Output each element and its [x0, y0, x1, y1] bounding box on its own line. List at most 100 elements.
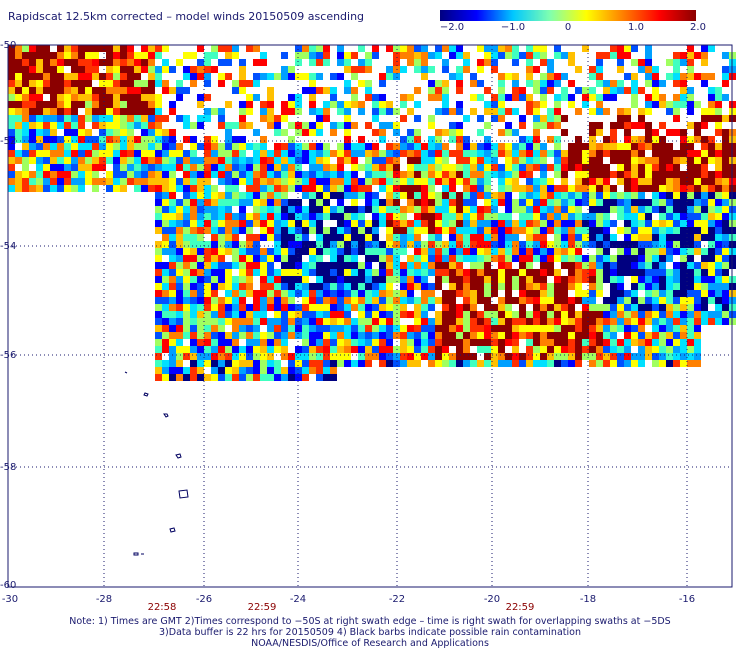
wind-cell	[176, 374, 183, 381]
wind-cell	[134, 136, 141, 143]
wind-cell	[631, 101, 638, 108]
wind-cell	[631, 332, 638, 339]
wind-cell	[477, 220, 484, 227]
wind-cell	[568, 318, 575, 325]
wind-cell	[638, 206, 645, 213]
wind-cell	[358, 283, 365, 290]
wind-cell	[533, 311, 540, 318]
wind-cell	[680, 290, 687, 297]
wind-cell	[498, 192, 505, 199]
wind-cell	[190, 332, 197, 339]
wind-cell	[491, 45, 498, 52]
wind-cell	[715, 108, 722, 115]
wind-cell	[505, 241, 512, 248]
wind-cell	[92, 59, 99, 66]
colorbar-label: −2.0	[439, 22, 465, 33]
wind-cell	[288, 290, 295, 297]
wind-cell	[85, 136, 92, 143]
wind-cell	[428, 325, 435, 332]
wind-cell	[57, 73, 64, 80]
wind-cell	[204, 255, 211, 262]
wind-cell	[176, 227, 183, 234]
wind-cell	[470, 220, 477, 227]
wind-cell	[225, 234, 232, 241]
wind-cell	[323, 227, 330, 234]
wind-cell	[568, 346, 575, 353]
wind-cell	[484, 157, 491, 164]
wind-cell	[519, 325, 526, 332]
wind-cell	[484, 150, 491, 157]
wind-cell	[491, 304, 498, 311]
wind-cell	[162, 262, 169, 269]
wind-cell	[253, 346, 260, 353]
wind-cell	[253, 311, 260, 318]
wind-cell	[540, 283, 547, 290]
wind-cell	[309, 171, 316, 178]
wind-cell	[624, 171, 631, 178]
wind-cell	[414, 283, 421, 290]
wind-cell	[253, 262, 260, 269]
wind-cell	[8, 171, 15, 178]
wind-cell	[204, 297, 211, 304]
wind-cell	[155, 290, 162, 297]
wind-cell	[603, 346, 610, 353]
wind-cell	[414, 234, 421, 241]
wind-cell	[589, 353, 596, 360]
wind-cell	[50, 178, 57, 185]
wind-cell	[302, 234, 309, 241]
wind-cell	[400, 346, 407, 353]
wind-cell	[463, 115, 470, 122]
wind-cell	[484, 255, 491, 262]
wind-cell	[372, 297, 379, 304]
wind-cell	[596, 241, 603, 248]
note-line: 3)Data buffer is 22 hrs for 20150509 4) …	[159, 627, 581, 638]
wind-cell	[36, 45, 43, 52]
wind-cell	[64, 129, 71, 136]
wind-cell	[358, 227, 365, 234]
wind-cell	[694, 297, 701, 304]
wind-cell	[197, 101, 204, 108]
wind-cell	[400, 178, 407, 185]
wind-cell	[610, 269, 617, 276]
wind-cell	[428, 339, 435, 346]
wind-cell	[239, 80, 246, 87]
wind-cell	[554, 199, 561, 206]
wind-cell	[519, 353, 526, 360]
wind-cell	[295, 227, 302, 234]
wind-cell	[645, 241, 652, 248]
wind-cell	[680, 220, 687, 227]
wind-cell	[176, 325, 183, 332]
wind-cell	[673, 66, 680, 73]
wind-cell	[288, 101, 295, 108]
wind-cell	[435, 192, 442, 199]
wind-cell	[484, 87, 491, 94]
wind-cell	[232, 318, 239, 325]
wind-cell	[183, 290, 190, 297]
wind-cell	[99, 108, 106, 115]
wind-cell	[568, 255, 575, 262]
wind-cell	[337, 199, 344, 206]
wind-cell	[568, 143, 575, 150]
wind-cell	[85, 66, 92, 73]
wind-cell	[610, 45, 617, 52]
wind-cell	[526, 353, 533, 360]
wind-cell	[176, 94, 183, 101]
wind-cell	[680, 346, 687, 353]
note-line: Note: 1) Times are GMT 2)Times correspon…	[69, 616, 671, 627]
wind-cell	[162, 248, 169, 255]
wind-cell	[204, 199, 211, 206]
wind-cell	[113, 73, 120, 80]
wind-cell	[477, 255, 484, 262]
wind-cell	[673, 353, 680, 360]
wind-cell	[64, 52, 71, 59]
wind-cell	[687, 276, 694, 283]
wind-cell	[246, 262, 253, 269]
wind-cell	[491, 108, 498, 115]
wind-cell	[162, 171, 169, 178]
wind-cell	[442, 101, 449, 108]
wind-cell	[176, 150, 183, 157]
wind-cell	[386, 199, 393, 206]
wind-cell	[463, 325, 470, 332]
wind-cell	[197, 346, 204, 353]
wind-cell	[582, 339, 589, 346]
